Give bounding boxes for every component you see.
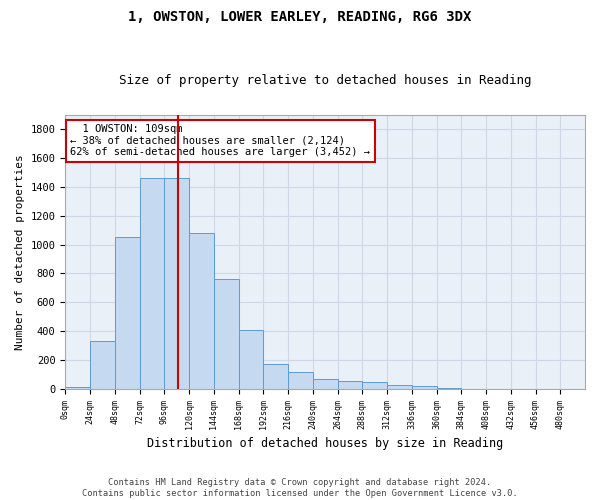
Bar [164,178,189,389]
Bar [338,381,362,389]
Bar [90,342,115,389]
Bar [288,372,313,389]
Bar [140,178,164,389]
Bar [412,386,437,389]
Bar [263,364,288,389]
Bar [239,330,263,389]
Bar [362,382,387,389]
Bar [313,379,338,389]
Y-axis label: Number of detached properties: Number of detached properties [15,154,25,350]
X-axis label: Distribution of detached houses by size in Reading: Distribution of detached houses by size … [147,437,503,450]
Bar [214,279,239,389]
Bar [189,233,214,389]
Title: Size of property relative to detached houses in Reading: Size of property relative to detached ho… [119,74,532,87]
Text: 1, OWSTON, LOWER EARLEY, READING, RG6 3DX: 1, OWSTON, LOWER EARLEY, READING, RG6 3D… [128,10,472,24]
Bar [65,387,90,389]
Bar [115,238,140,389]
Text: Contains HM Land Registry data © Crown copyright and database right 2024.
Contai: Contains HM Land Registry data © Crown c… [82,478,518,498]
Text: 1 OWSTON: 109sqm
← 38% of detached houses are smaller (2,124)
62% of semi-detach: 1 OWSTON: 109sqm ← 38% of detached house… [70,124,370,158]
Bar [387,384,412,389]
Bar [437,388,461,389]
